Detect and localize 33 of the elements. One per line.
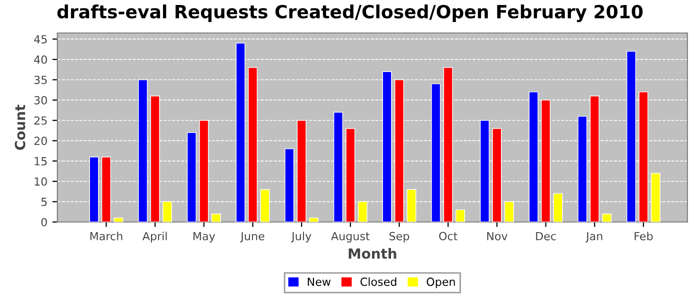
legend-label: Open <box>426 278 455 288</box>
x-tick-label: Sep <box>390 232 410 242</box>
x-tick-label: July <box>291 232 312 242</box>
bar <box>211 214 221 222</box>
legend-label: Closed <box>360 277 396 286</box>
x-tick-label: June <box>240 232 264 242</box>
y-tick-label: 15 <box>34 157 47 166</box>
y-tick-label: 30 <box>34 96 47 104</box>
x-axis-title: Month <box>348 248 396 259</box>
bar <box>602 214 612 222</box>
y-tick-label: 0 <box>41 218 47 226</box>
y-tick-label: 45 <box>34 35 47 44</box>
legend-label: New <box>308 278 331 286</box>
y-tick-label: 20 <box>34 136 47 146</box>
x-tick-label: Nov <box>487 232 508 240</box>
x-tick-label: Jan <box>585 232 602 242</box>
x-tick-label: May <box>194 232 216 242</box>
y-axis-title: Count <box>14 104 26 150</box>
y-tick-label: 5 <box>41 198 47 206</box>
y-tick-label: 35 <box>34 76 47 84</box>
x-tick-label: Feb <box>634 232 653 240</box>
x-tick-label: August <box>331 232 370 242</box>
x-tick-label: Dec <box>536 232 556 240</box>
y-tick-label: 25 <box>34 116 47 125</box>
bar <box>114 218 124 222</box>
bar <box>456 209 466 222</box>
y-tick-label: 10 <box>34 177 47 186</box>
x-tick-label: April <box>142 232 167 242</box>
chart-title: drafts-eval Requests Created/Closed/Open February 2010 <box>57 4 643 22</box>
x-tick-label: Oct <box>439 232 458 240</box>
bar <box>309 218 319 222</box>
x-tick-label: March <box>90 232 122 240</box>
y-tick-label: 40 <box>34 55 47 64</box>
